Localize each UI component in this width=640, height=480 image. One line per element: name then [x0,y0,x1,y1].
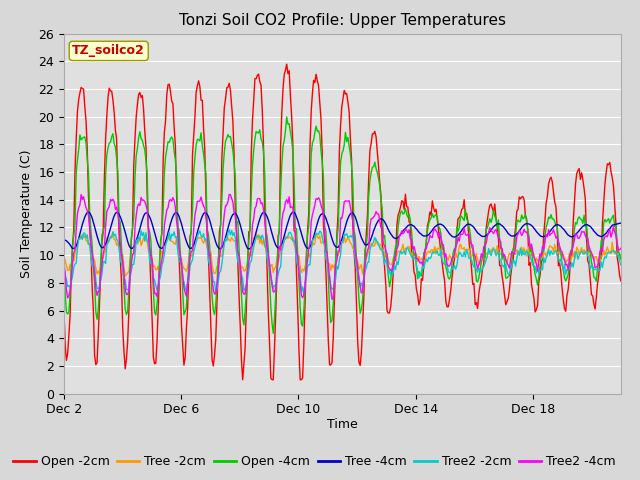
Text: TZ_soilco2: TZ_soilco2 [72,44,145,58]
Legend: Open -2cm, Tree -2cm, Open -4cm, Tree -4cm, Tree2 -2cm, Tree2 -4cm: Open -2cm, Tree -2cm, Open -4cm, Tree -4… [8,450,621,473]
Title: Tonzi Soil CO2 Profile: Upper Temperatures: Tonzi Soil CO2 Profile: Upper Temperatur… [179,13,506,28]
Y-axis label: Soil Temperature (C): Soil Temperature (C) [20,149,33,278]
X-axis label: Time: Time [327,418,358,431]
